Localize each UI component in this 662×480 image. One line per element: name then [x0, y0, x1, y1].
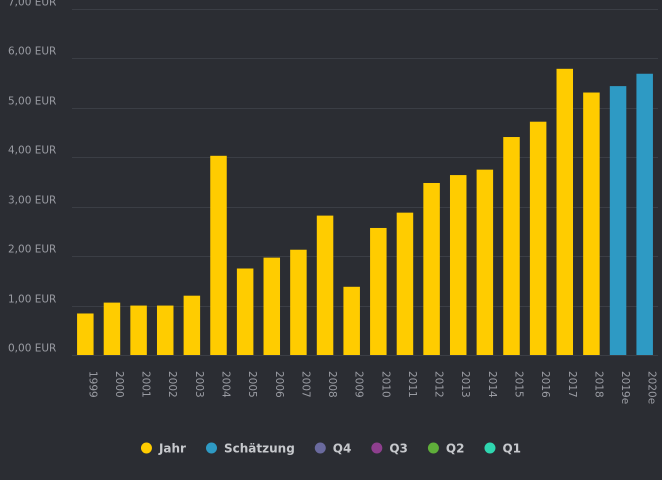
x-tick-label: 2001	[140, 371, 152, 398]
bar-2006	[263, 257, 281, 355]
bar-2007	[290, 249, 307, 355]
bar-2000	[103, 302, 121, 355]
legend-swatch	[140, 442, 152, 454]
legend-label: Q1	[502, 442, 521, 456]
legend-label: Q2	[446, 442, 465, 456]
bar-2005	[236, 268, 254, 355]
legend-swatch	[484, 442, 496, 454]
legend-label: Q4	[333, 442, 352, 456]
legend-swatch	[427, 442, 439, 454]
legend-item[interactable]: Q4	[314, 442, 352, 456]
y-tick-label: 6,00 EUR	[8, 46, 56, 58]
x-tick-label: 1999	[86, 371, 98, 398]
legend-item[interactable]: Q3	[371, 442, 408, 456]
x-tick-label: 2009	[353, 371, 365, 398]
bar-2019e	[609, 86, 627, 356]
bar-2003	[183, 295, 201, 355]
bar-2016	[529, 121, 547, 355]
bar-2001	[130, 305, 147, 355]
y-tick-label: 3,00 EUR	[8, 195, 56, 207]
y-tick-label: 4,00 EUR	[8, 145, 56, 157]
x-tick-label: 2010	[379, 371, 391, 398]
legend-item[interactable]: Schätzung	[205, 442, 295, 456]
bar-2015	[503, 137, 520, 355]
legend-item[interactable]: Q2	[427, 442, 465, 456]
legend-item[interactable]: Q1	[484, 442, 521, 456]
x-tick-label: 2008	[326, 371, 338, 398]
x-tick-label: 2011	[406, 371, 418, 398]
bar-2004	[210, 155, 227, 355]
bar-2008	[316, 215, 334, 355]
x-tick-label: 2016	[539, 371, 551, 398]
x-tick-label: 2017	[566, 371, 578, 398]
x-tick-label: 2015	[513, 371, 525, 398]
y-tick-label: 1,00 EUR	[8, 294, 56, 306]
bar-2014	[476, 169, 494, 355]
legend-swatch	[205, 442, 217, 454]
x-tick-label: 2019e	[619, 371, 631, 404]
bar-2017	[556, 68, 574, 355]
bar-2013	[449, 175, 467, 355]
bar-2002	[156, 305, 174, 355]
x-tick-label: 2020e	[646, 371, 658, 404]
y-tick-label: 0,00 EUR	[8, 343, 56, 355]
bar-1999	[77, 313, 94, 355]
bar-2012	[423, 182, 440, 355]
x-tick-label: 2014	[486, 371, 498, 398]
bar-2011	[396, 212, 414, 355]
y-grid: 0,00 EUR 1,00 EUR 2,00 EUR 3,00 EUR 4,00 EUR…	[8, 0, 658, 356]
legend-label: Schätzung	[224, 442, 295, 456]
legend-swatch	[314, 442, 326, 454]
bar-2010	[370, 227, 387, 355]
x-tick-label: 2004	[220, 371, 232, 398]
x-tick-label: 2002	[166, 371, 178, 398]
legend-swatch	[371, 442, 383, 454]
x-tick-label: 2018	[592, 371, 604, 398]
legend: Jahr Schätzung Q4 Q3 Q2 Q1	[140, 442, 521, 456]
x-tick-label: 2012	[433, 371, 445, 398]
x-tick-label: 2003	[193, 371, 205, 398]
x-tick-label: 2005	[246, 371, 258, 398]
x-tick-label: 2000	[113, 371, 125, 398]
legend-item[interactable]: Jahr	[140, 442, 186, 456]
x-tick-label: 2006	[273, 371, 285, 398]
bar-2020e	[636, 73, 653, 355]
y-tick-label: 5,00 EUR	[8, 96, 56, 108]
x-axis-labels: 1999 2000 2001 2002 2003 2004 2005 2006 2007 2008…	[86, 371, 657, 404]
legend-label: Q3	[389, 442, 408, 456]
y-tick-label: 2,00 EUR	[8, 244, 56, 256]
bars	[77, 68, 653, 356]
y-tick-label: 7,00 EUR	[8, 0, 56, 9]
bar-2018	[583, 92, 600, 355]
x-tick-label: 2013	[459, 371, 471, 398]
legend-label: Jahr	[158, 442, 186, 456]
bar-2009	[343, 286, 360, 355]
x-tick-label: 2007	[299, 371, 311, 398]
